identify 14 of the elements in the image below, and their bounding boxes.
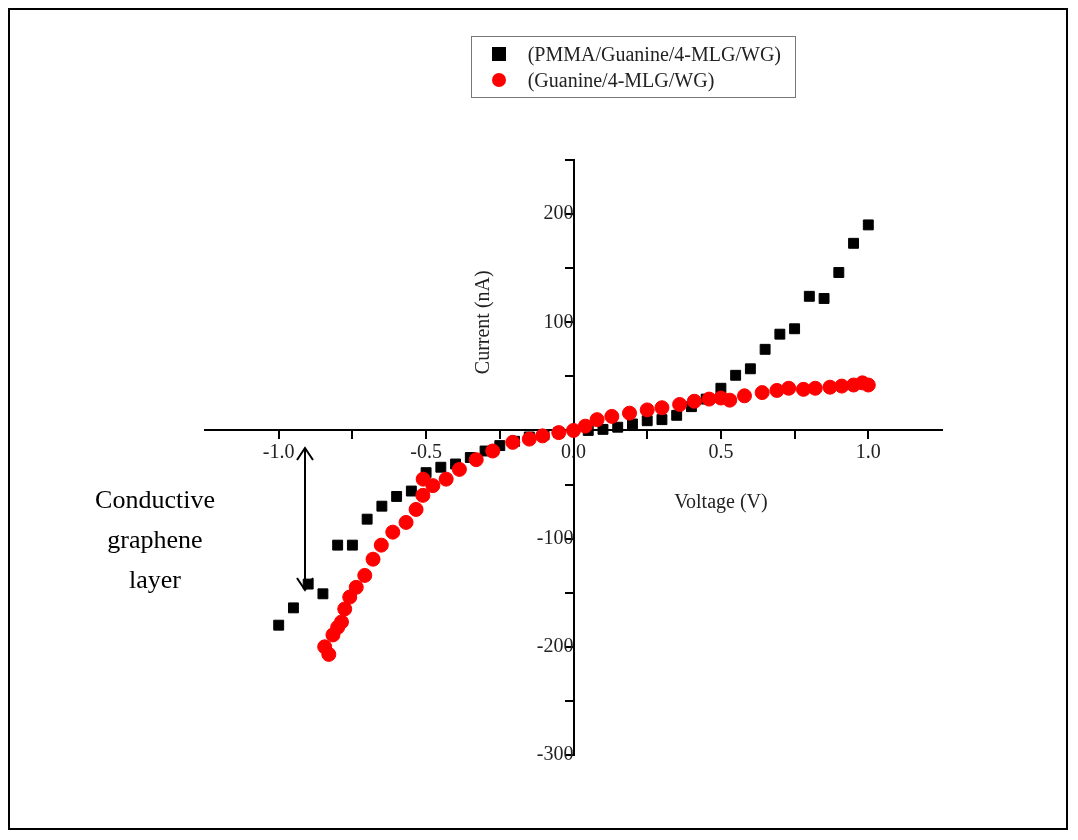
x-tick-label: 1.0 [855,439,881,462]
y-axis-title: Current (nA) [470,270,494,375]
x-tick-label: 0.5 [708,439,734,462]
x-axis-title: Voltage (V) [674,489,768,513]
y-tick-label: -200 [536,634,574,657]
y-tick-label: 200 [543,201,574,224]
y-tick-label: -300 [536,742,574,765]
y-tick-label: -100 [536,525,574,548]
legend-label: (PMMA/Guanine/4-MLG/WG) [527,42,781,67]
annotation: Conductive graphene layer [94,484,216,596]
legend-label: (Guanine/4-MLG/WG) [527,68,715,93]
x-tick-label: -1.0 [262,439,295,462]
y-tick-label: 100 [543,309,574,332]
x-tick-label: -0.5 [410,439,442,462]
